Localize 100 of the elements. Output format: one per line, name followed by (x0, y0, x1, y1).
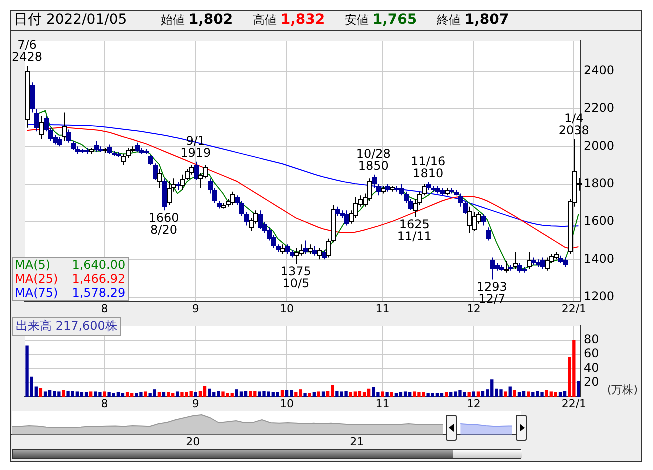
candlestick (180, 174, 185, 190)
candlestick (331, 204, 336, 244)
bar (518, 392, 522, 397)
bar (48, 390, 52, 397)
bar (176, 392, 180, 397)
candlestick (167, 180, 172, 206)
bar (481, 391, 485, 397)
candlestick (39, 116, 44, 140)
bar (513, 390, 516, 397)
annotation: 1,466.92 (72, 272, 126, 286)
bar (90, 392, 93, 397)
candlestick (385, 184, 390, 192)
chart-title: 出来高 217,600株 (12, 317, 122, 336)
candlestick (121, 154, 126, 166)
text: 終値 1,807 (437, 12, 510, 28)
candlestick (185, 168, 190, 182)
y-tick-label: 1200 (584, 289, 615, 304)
bar (362, 392, 366, 397)
bar (116, 392, 120, 397)
candlestick (94, 140, 99, 153)
candlestick (34, 108, 39, 132)
bar (527, 392, 530, 397)
candlestick (71, 140, 76, 151)
bar (444, 392, 448, 397)
candlestick (89, 149, 94, 155)
annotation: 1,640.00 (72, 258, 126, 272)
candlestick (280, 244, 285, 254)
text: 高値 1,832 (253, 12, 326, 28)
candlestick (426, 182, 431, 190)
candlestick (344, 210, 349, 226)
bar (162, 392, 166, 397)
y-tick-label: 40 (584, 360, 600, 375)
bar (577, 381, 580, 397)
y-tick-label: 20 (584, 374, 600, 389)
bar (436, 393, 440, 397)
candlestick (157, 168, 162, 189)
text: MA(5) (15, 258, 51, 272)
bar (62, 390, 66, 397)
bar (522, 391, 526, 397)
y-tick-label: 2200 (584, 101, 615, 116)
bar (203, 386, 207, 397)
bar (404, 392, 408, 397)
bar (84, 392, 88, 397)
candlestick (194, 161, 199, 182)
candlestick (244, 212, 249, 226)
candlestick (276, 244, 281, 253)
annotation: 1625 11/11 (397, 217, 432, 244)
x-tick-label: 22/1 (562, 397, 587, 410)
x-tick-label: 21 (350, 435, 364, 448)
y-tick-label: 60 (584, 346, 600, 361)
bar (554, 392, 558, 397)
bar (144, 392, 148, 397)
bar (80, 392, 84, 397)
annotation: 7/6 2428 (12, 38, 43, 64)
bar (358, 391, 362, 397)
bar (399, 392, 403, 397)
bar (390, 392, 394, 397)
x-tick-label: 8 (101, 397, 108, 410)
candlestick (116, 152, 121, 158)
y-tick-label: 2400 (584, 63, 615, 78)
bar (508, 386, 512, 397)
candlestick (308, 244, 313, 254)
text: 安値 1,765 (345, 12, 418, 28)
candlestick (230, 191, 235, 206)
candlestick (148, 154, 153, 166)
bar (126, 392, 130, 397)
bar (39, 388, 43, 397)
y-tick-label: 80 (584, 332, 600, 346)
annotation: 1,578.29 (72, 286, 126, 300)
y-tick-label: 1400 (584, 252, 615, 266)
candlestick (162, 178, 167, 212)
bar (158, 392, 162, 397)
candlestick (540, 257, 545, 270)
bar (103, 392, 106, 397)
bar (208, 388, 212, 397)
bar (276, 392, 280, 397)
candlestick (481, 214, 486, 226)
candlestick (508, 264, 513, 272)
bar (194, 392, 198, 397)
candlestick (372, 174, 377, 189)
candlestick (463, 200, 468, 215)
candlestick (422, 184, 427, 196)
bar (472, 392, 476, 397)
x-tick-label: 11 (376, 397, 390, 410)
x-tick-label: 12 (466, 302, 481, 316)
candlestick (62, 112, 67, 142)
bar (312, 392, 316, 397)
candlestick (317, 248, 322, 260)
text: MA(75) (15, 286, 58, 300)
bar (280, 390, 284, 397)
y-axis-title: (万株) (607, 383, 638, 396)
bar (558, 392, 562, 397)
bar (504, 392, 508, 397)
candlestick (66, 129, 71, 144)
bar (322, 392, 326, 397)
bar (44, 392, 48, 397)
x-tick-label: 10 (280, 302, 294, 316)
candlestick (513, 252, 518, 270)
candlestick (285, 244, 290, 254)
annotation: 1375 10/5 (280, 264, 312, 290)
